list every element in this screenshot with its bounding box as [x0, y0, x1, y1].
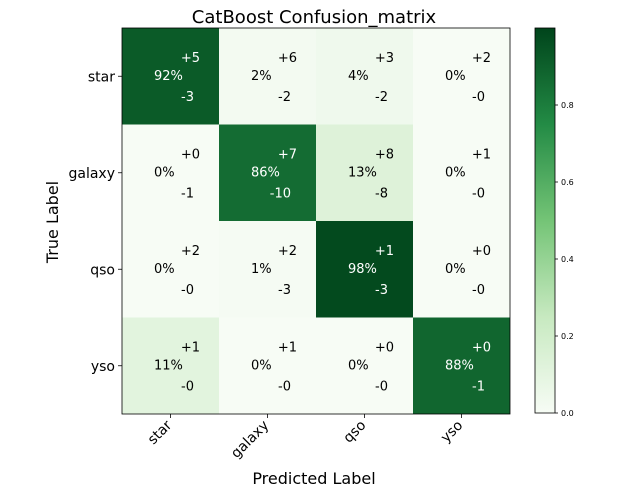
cell-plus-label: +1 [181, 341, 200, 356]
cell-minus-label: -0 [278, 380, 291, 395]
cell-minus-label: -1 [472, 380, 485, 395]
heatmap-cell [413, 28, 510, 125]
cell-plus-label: +0 [472, 341, 491, 356]
heatmap-cell [316, 124, 413, 221]
heatmap-cell [122, 124, 219, 221]
y-tick-labels: star galaxy qso yso [68, 69, 122, 375]
heatmap-cell [413, 124, 510, 221]
y-tick-label: galaxy [68, 166, 115, 182]
colorbar-ticks: 0.0 0.2 0.4 0.6 0.8 [555, 101, 574, 418]
heatmap-cell [122, 317, 219, 414]
heatmap-cell [316, 317, 413, 414]
cell-percent-label: 2% [251, 69, 272, 84]
heatmap-cell [122, 221, 219, 318]
cell-plus-label: +0 [375, 341, 394, 356]
heatmap-cells: +5 92% -3 +6 2% -2 +3 4% -2 +2 0% -0 +0 0% -1 +7 86% -10 +… [121, 27, 511, 415]
cell-percent-label: 0% [154, 262, 175, 277]
cell-percent-label: 92% [154, 69, 183, 84]
heatmap-cell [219, 317, 316, 414]
y-tick-label: yso [91, 359, 115, 375]
cell-percent-label: 0% [154, 166, 175, 181]
cell-minus-label: -1 [181, 187, 194, 202]
heatmap-cell [413, 317, 510, 414]
cell-percent-label: 0% [445, 166, 466, 181]
plot-frame [121, 27, 511, 415]
cell-percent-label: 11% [154, 359, 183, 374]
cell-percent-label: 4% [348, 69, 369, 84]
heatmap-cell [316, 28, 413, 125]
cell-percent-label: 1% [251, 262, 272, 277]
colorbar [534, 27, 556, 414]
x-tick-label: qso [341, 418, 370, 447]
cell-minus-label: -8 [375, 187, 388, 202]
y-tick-label: star [88, 69, 115, 85]
cell-plus-label: +8 [375, 148, 394, 163]
cell-minus-label: -0 [472, 90, 485, 105]
cell-plus-label: +3 [375, 51, 394, 66]
cell-minus-label: -0 [181, 283, 194, 298]
colorbar-tick-label: 0.2 [561, 332, 574, 341]
cell-minus-label: -3 [375, 283, 388, 298]
cell-minus-label: -3 [278, 283, 291, 298]
heatmap-cell [122, 28, 219, 125]
cell-percent-label: 0% [251, 359, 272, 374]
y-tick-label: qso [90, 262, 115, 278]
cell-minus-label: -2 [278, 90, 291, 105]
cell-plus-label: +0 [181, 148, 200, 163]
cell-plus-label: +6 [278, 51, 297, 66]
cell-percent-label: 88% [445, 359, 474, 374]
heatmap-cell [413, 221, 510, 318]
x-tick-label: galaxy [228, 418, 272, 462]
cell-minus-label: -0 [472, 187, 485, 202]
y-axis-label: True Label [43, 181, 62, 264]
cell-percent-label: 86% [251, 166, 280, 181]
cell-plus-label: +2 [472, 51, 491, 66]
colorbar-tick-label: 0.0 [561, 409, 574, 418]
chart-title: CatBoost Confusion_matrix [192, 7, 437, 28]
heatmap-cell [219, 221, 316, 318]
colorbar-tick-label: 0.8 [561, 101, 574, 110]
cell-minus-label: -0 [375, 380, 388, 395]
cell-minus-label: -3 [181, 90, 194, 105]
cell-minus-label: -0 [472, 283, 485, 298]
cell-percent-label: 0% [445, 69, 466, 84]
x-tick-label: star [145, 417, 176, 448]
cell-percent-label: 0% [445, 262, 466, 277]
heatmap-cell [219, 124, 316, 221]
colorbar-tick-label: 0.4 [561, 255, 574, 264]
x-tick-labels: star galaxy qso yso [145, 414, 466, 462]
cell-plus-label: +2 [181, 244, 200, 259]
cell-minus-label: -2 [375, 90, 388, 105]
cell-plus-label: +1 [278, 341, 297, 356]
colorbar-tick-label: 0.6 [561, 178, 574, 187]
cell-plus-label: +0 [472, 244, 491, 259]
cell-plus-label: +7 [278, 148, 297, 163]
cell-plus-label: +1 [472, 148, 491, 163]
x-axis-label: Predicted Label [252, 469, 375, 488]
cell-plus-label: +2 [278, 244, 297, 259]
heatmap-cell [316, 221, 413, 318]
cell-plus-label: +5 [181, 51, 200, 66]
x-tick-label: yso [438, 418, 466, 446]
cell-percent-label: 98% [348, 262, 377, 277]
cell-plus-label: +1 [375, 244, 394, 259]
heatmap-cell [219, 28, 316, 125]
cell-percent-label: 13% [348, 166, 377, 181]
cell-minus-label: -0 [181, 380, 194, 395]
cell-minus-label: -10 [270, 187, 291, 202]
cell-percent-label: 0% [348, 359, 369, 374]
